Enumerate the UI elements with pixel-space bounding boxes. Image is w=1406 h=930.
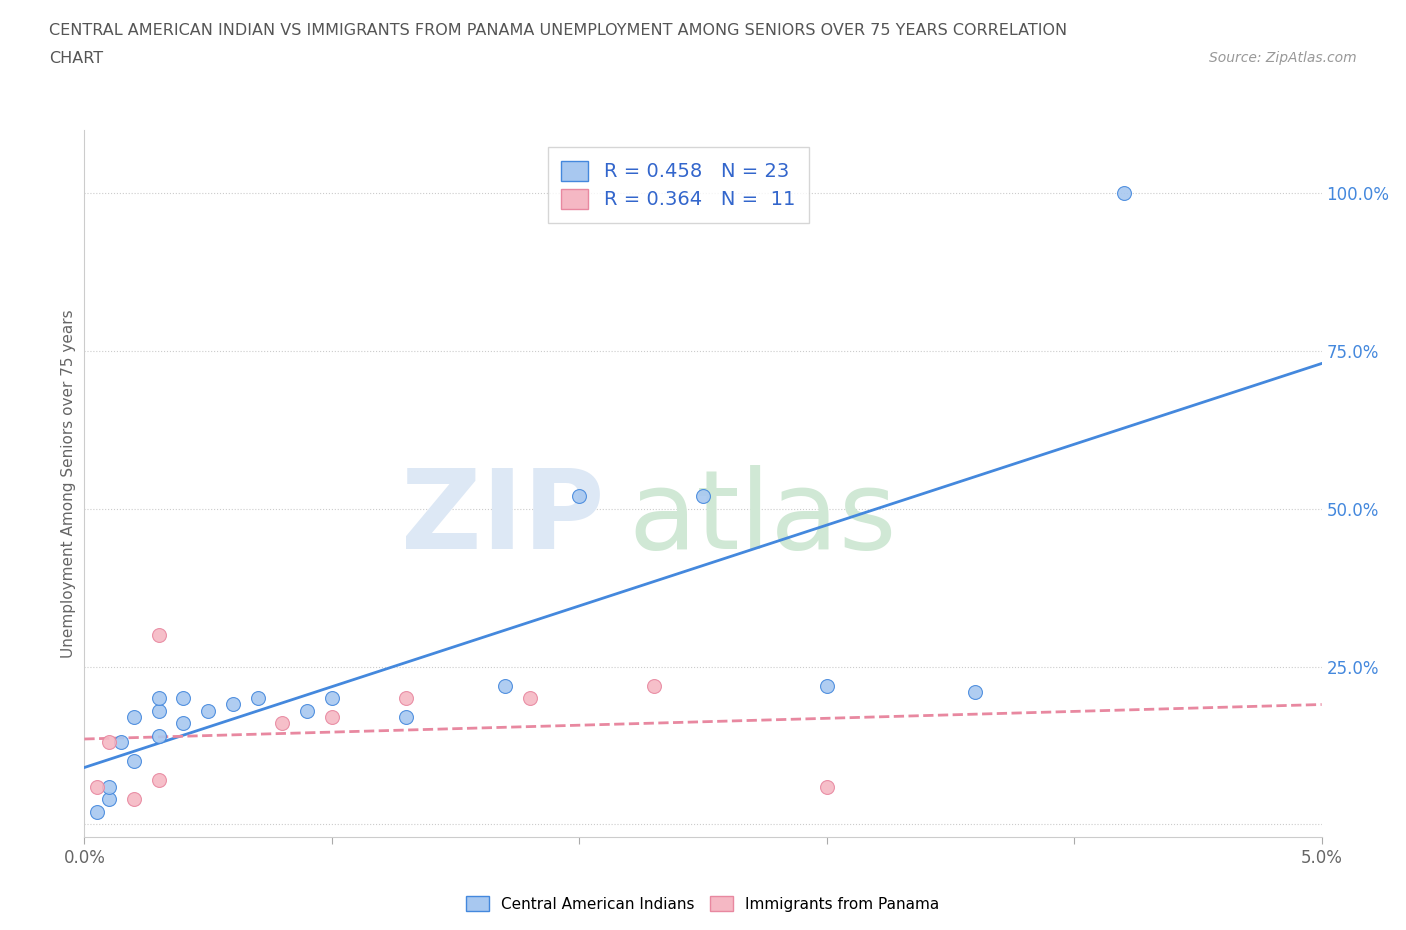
Point (321, 691, 343, 706)
Point (965, 684, 987, 699)
Point (321, 710, 343, 724)
Point (148, 691, 170, 706)
Point (197, 703, 219, 718)
Text: CENTRAL AMERICAN INDIAN VS IMMIGRANTS FROM PANAMA UNEMPLOYMENT AMONG SENIORS OVE: CENTRAL AMERICAN INDIAN VS IMMIGRANTS FR… (49, 23, 1067, 38)
Legend: R = 0.458   N = 23, R = 0.364   N =  11: R = 0.458 N = 23, R = 0.364 N = 11 (547, 147, 808, 223)
Point (122, 791, 145, 806)
Point (295, 703, 318, 718)
Point (148, 703, 170, 718)
Point (98, 779, 121, 794)
Text: Source: ZipAtlas.com: Source: ZipAtlas.com (1209, 51, 1357, 65)
Point (86, 804, 108, 819)
Point (86, 779, 108, 794)
Point (692, 489, 714, 504)
Legend: Central American Indians, Immigrants from Panama: Central American Indians, Immigrants fro… (460, 889, 946, 918)
Point (172, 691, 194, 706)
Y-axis label: Unemployment Among Seniors over 75 years: Unemployment Among Seniors over 75 years (60, 310, 76, 658)
Point (246, 691, 269, 706)
Text: CHART: CHART (49, 51, 103, 66)
Point (1112, 186, 1135, 201)
Point (148, 773, 170, 788)
Point (148, 728, 170, 743)
Point (172, 716, 194, 731)
Point (395, 691, 418, 706)
Point (395, 710, 418, 724)
Point (815, 779, 838, 794)
Point (494, 678, 516, 693)
Point (98, 791, 121, 806)
Point (519, 691, 541, 706)
Point (568, 489, 591, 504)
Point (110, 735, 132, 750)
Point (643, 678, 665, 693)
Point (98, 735, 121, 750)
Point (122, 710, 145, 724)
Text: ZIP: ZIP (401, 465, 605, 573)
Text: atlas: atlas (628, 465, 897, 573)
Point (271, 716, 294, 731)
Point (122, 754, 145, 769)
Point (815, 678, 838, 693)
Point (148, 628, 170, 643)
Point (222, 698, 245, 712)
